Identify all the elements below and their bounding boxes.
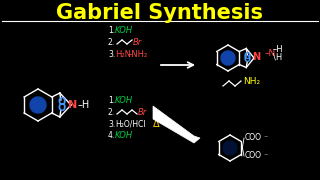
- Text: O: O: [244, 52, 251, 61]
- Text: Br: Br: [133, 37, 142, 46]
- Polygon shape: [223, 141, 237, 155]
- Text: NH₂: NH₂: [243, 76, 260, 86]
- Text: H₂N: H₂N: [115, 50, 131, 59]
- Text: O: O: [58, 103, 66, 113]
- Text: COO: COO: [245, 134, 262, 143]
- Text: H₂O/HCl: H₂O/HCl: [115, 120, 146, 129]
- Text: 3.: 3.: [108, 120, 115, 129]
- Text: –H: –H: [78, 100, 90, 110]
- Text: O: O: [244, 55, 251, 64]
- Text: Δ: Δ: [153, 119, 160, 129]
- Text: –N: –N: [265, 48, 276, 57]
- Text: COO: COO: [245, 152, 262, 161]
- Polygon shape: [153, 106, 200, 143]
- Text: O: O: [58, 97, 66, 107]
- Text: 1.: 1.: [108, 96, 115, 105]
- Text: 1.: 1.: [108, 26, 115, 35]
- Text: KOH: KOH: [115, 26, 133, 35]
- Text: –H: –H: [273, 44, 284, 53]
- Polygon shape: [30, 97, 46, 113]
- Text: –NH₂: –NH₂: [128, 50, 148, 59]
- Text: N: N: [68, 100, 78, 110]
- Text: N: N: [252, 52, 260, 62]
- Text: 4.: 4.: [108, 132, 115, 141]
- Text: \H: \H: [273, 53, 282, 62]
- Text: Gabriel Synthesis: Gabriel Synthesis: [57, 3, 263, 23]
- Text: 2.: 2.: [108, 37, 115, 46]
- Text: KOH: KOH: [115, 96, 133, 105]
- Text: ⁻: ⁻: [263, 134, 268, 143]
- Text: ⁻: ⁻: [263, 152, 268, 161]
- Text: 2.: 2.: [108, 107, 115, 116]
- Text: Br: Br: [138, 107, 147, 116]
- Polygon shape: [221, 51, 235, 65]
- Text: 3.: 3.: [108, 50, 115, 59]
- Text: KOH: KOH: [115, 132, 133, 141]
